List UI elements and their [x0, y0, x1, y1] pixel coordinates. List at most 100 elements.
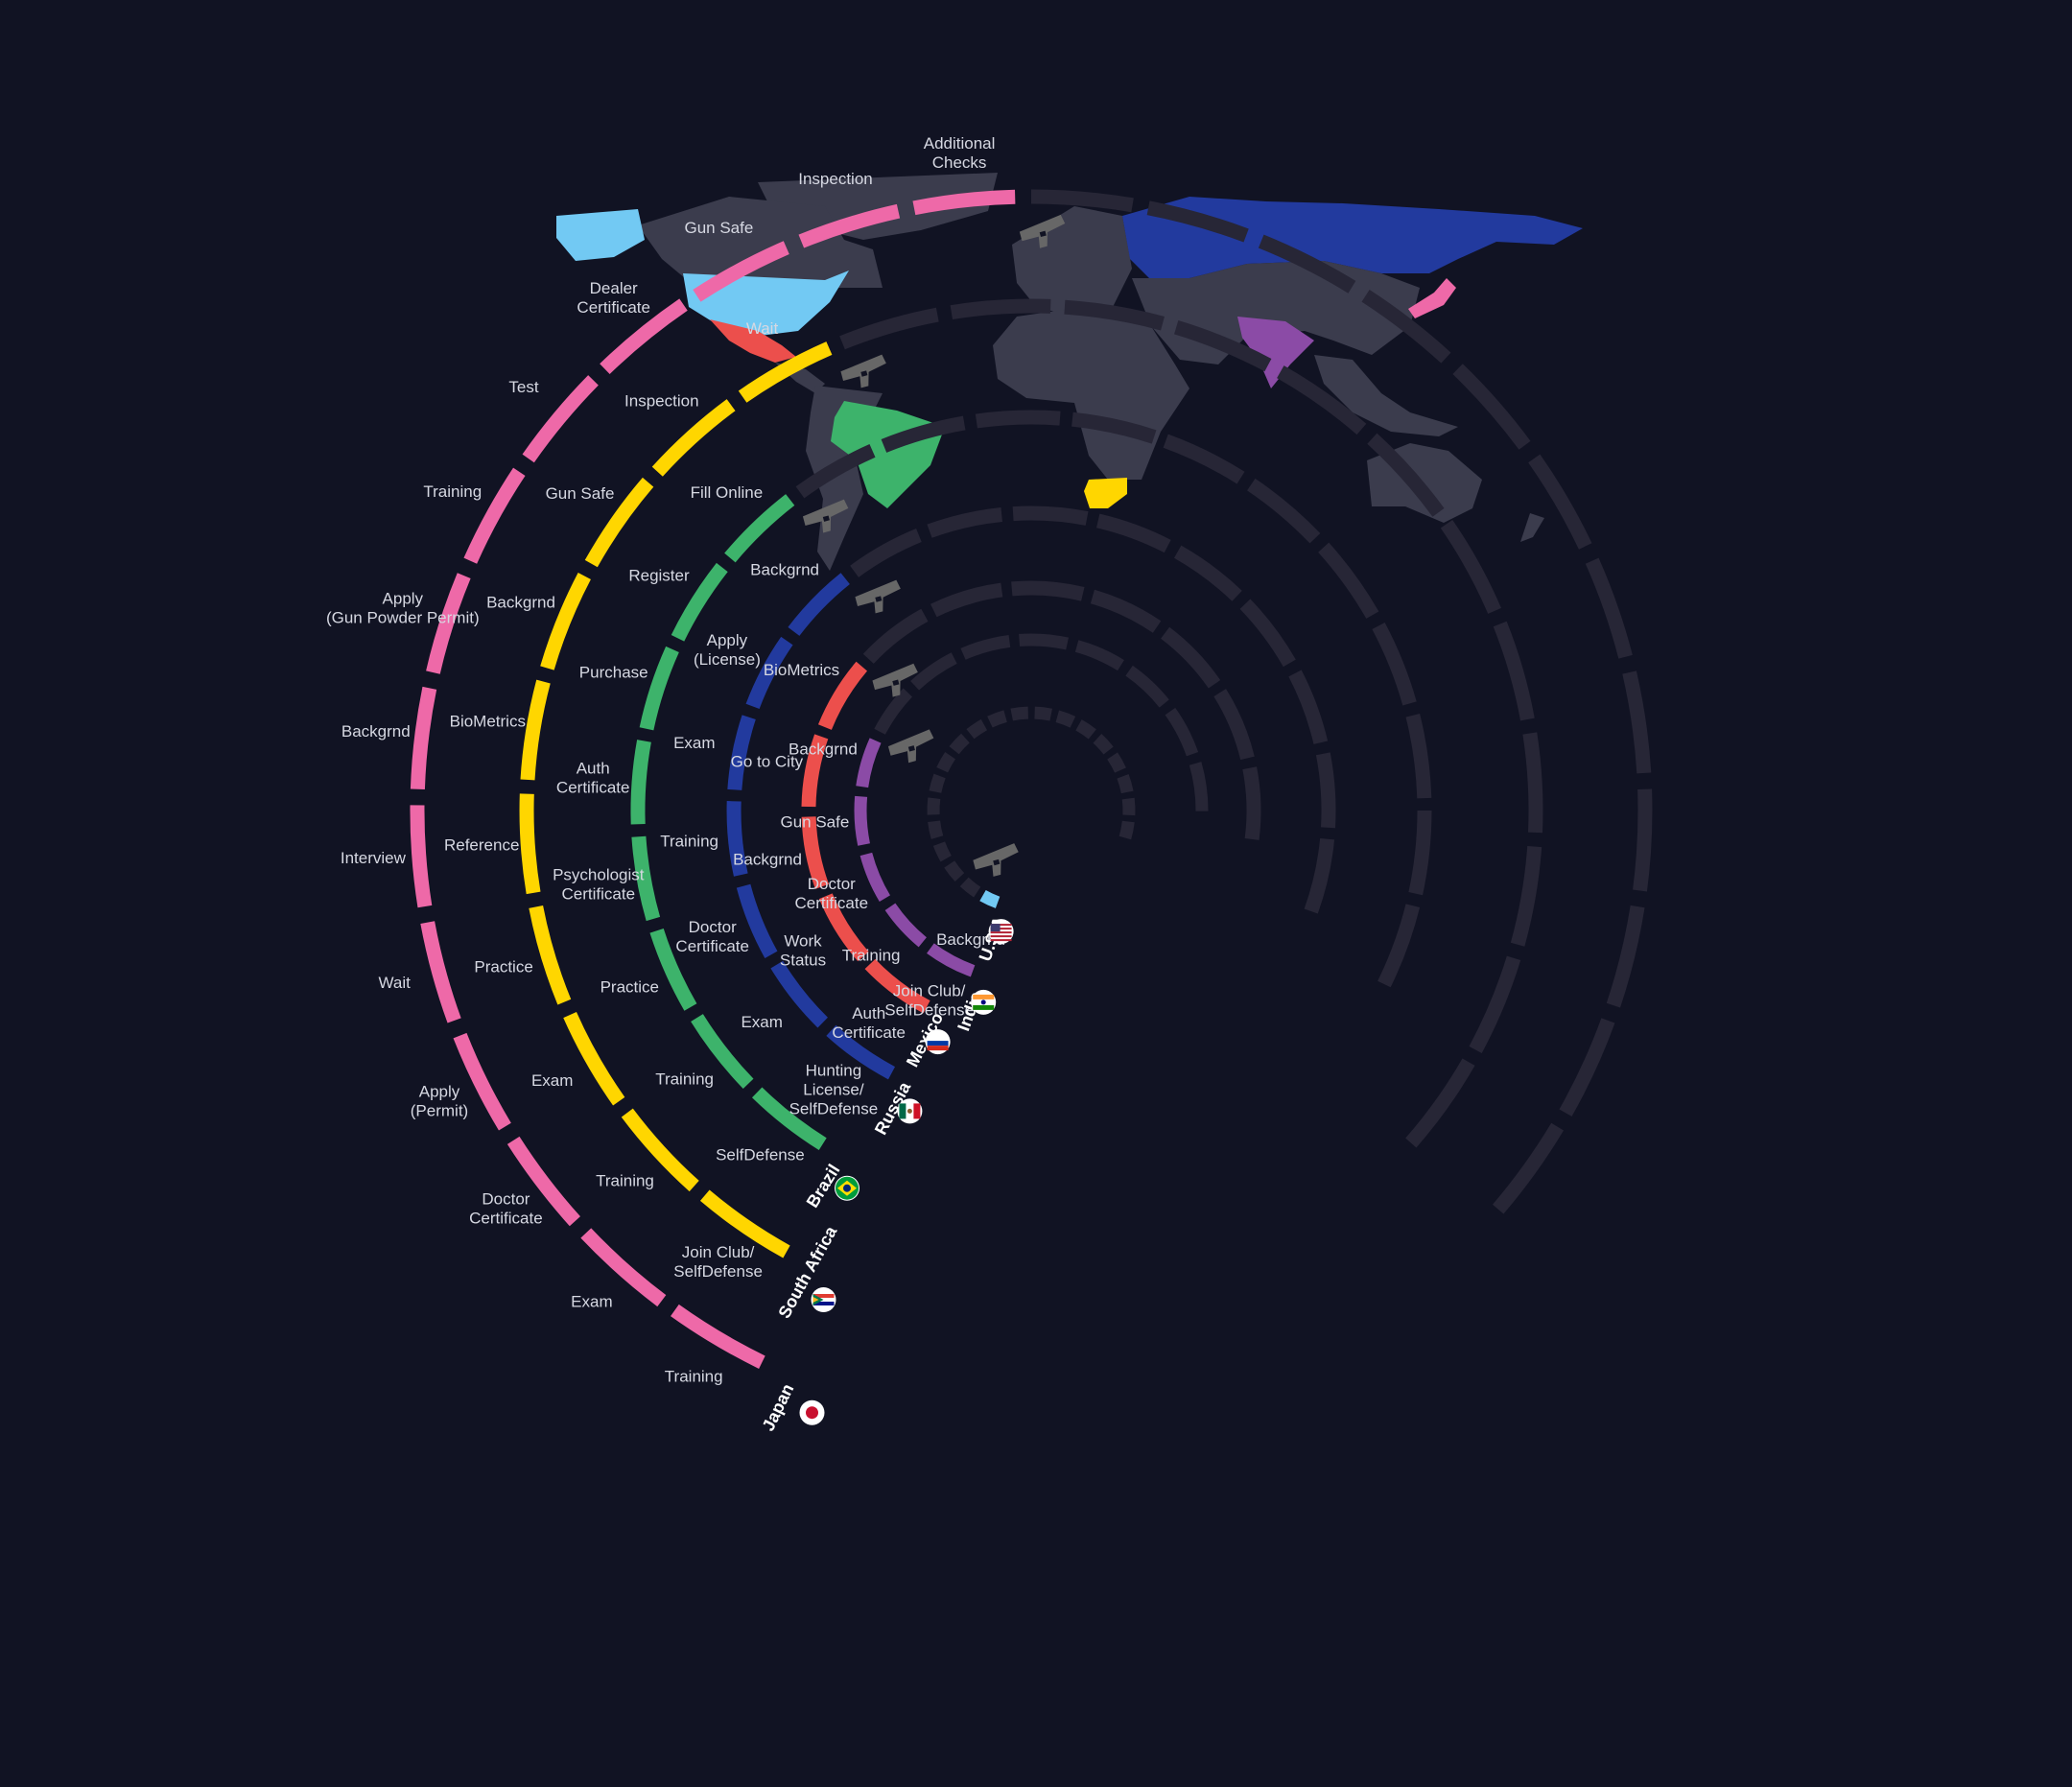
ring-segment-japan-13	[798, 203, 901, 248]
step-label-brazil-7: Register	[628, 567, 690, 585]
ring-segment-japan-9	[463, 467, 526, 564]
ring-segment-inactive-3-12	[1071, 411, 1157, 444]
step-label-brazil-3: Practice	[600, 978, 659, 997]
map-region-mexico	[710, 319, 796, 363]
step-label-mexico-4: Go to City	[731, 753, 804, 771]
ring-segment-russia-6	[745, 636, 793, 710]
step-label-russia-5: Exam	[673, 734, 715, 752]
russia-flag-icon	[925, 1029, 951, 1055]
ring-segment-inactive-5-10	[1160, 626, 1221, 689]
step-label-mexico-2: Work Status	[780, 932, 826, 970]
ring-segment-inactive-7-3	[944, 860, 965, 882]
ring-segment-inactive-3-16	[1372, 622, 1417, 706]
ring-segment-south-africa-8	[584, 477, 654, 568]
ring-segment-inactive-7-16	[1093, 734, 1114, 755]
step-label-russia-1: Hunting License/SelfDefense	[789, 1062, 879, 1118]
ring-segment-mexico-5	[817, 661, 868, 731]
ring-segment-india-4	[854, 795, 870, 846]
ring-segment-russia-3	[736, 883, 778, 958]
step-label-south-africa-1: Join Club/SelfDefense	[673, 1244, 763, 1281]
step-label-mexico-5: BioMetrics	[764, 661, 839, 679]
ring-segment-brazil-3	[649, 928, 697, 1011]
ring-segment-inactive-2-17	[1440, 520, 1501, 614]
ring-segment-inactive-3-17	[1405, 713, 1432, 799]
step-label-russia-7: Backgrnd	[750, 561, 819, 579]
step-label-brazil-6: Purchase	[579, 664, 648, 682]
ring-segment-inactive-6-7	[910, 652, 957, 691]
ring-segment-russia-2	[770, 960, 829, 1028]
step-label-japan-7: Backgrnd	[341, 723, 411, 741]
country-rings	[410, 189, 1653, 1369]
ring-segment-russia-7	[788, 573, 850, 636]
gun-icon	[838, 354, 891, 392]
ring-segment-inactive-2-20	[1510, 846, 1542, 947]
ring-segment-inactive-7-12	[1010, 706, 1029, 721]
india-flag-icon	[971, 989, 997, 1015]
mexico-flag-icon	[897, 1098, 923, 1124]
usa-flag-icon	[988, 919, 1014, 945]
ring-segment-u-s-a-1	[979, 889, 1001, 908]
ring-segment-south-africa-1	[699, 1189, 790, 1258]
ring-segment-inactive-4-16	[1304, 837, 1335, 914]
step-label-south-africa-8: Gun Safe	[546, 485, 615, 504]
step-label-japan-12: Gun Safe	[684, 219, 753, 237]
step-label-mexico-3: Backgrnd	[733, 851, 802, 869]
step-label-japan-2: Exam	[571, 1293, 612, 1311]
ring-segment-south-africa-9	[651, 399, 736, 477]
ring-segment-inactive-3-13	[1163, 434, 1245, 484]
step-label-south-africa-6: BioMetrics	[450, 713, 526, 731]
ring-segment-south-africa-5	[519, 793, 541, 895]
japan-flag-icon	[799, 1399, 825, 1425]
step-label-south-africa-9: Inspection	[624, 392, 699, 411]
map-region-south-africa	[1084, 478, 1127, 508]
ring-segment-japan-12	[693, 241, 789, 302]
south-africa-flag-icon	[811, 1287, 836, 1312]
map-region-india	[1237, 317, 1314, 388]
ring-segment-inactive-3-18	[1408, 810, 1432, 896]
ring-segment-inactive-1-24	[1606, 905, 1645, 1008]
step-label-japan-1: Training	[665, 1368, 723, 1386]
step-label-u-s-a-1: Backgrnd	[936, 931, 1005, 950]
ring-segment-inactive-4-13	[1239, 599, 1296, 668]
ring-segment-south-africa-4	[529, 905, 572, 1005]
ring-segment-russia-1	[826, 1024, 896, 1080]
ring-segment-inactive-1-23	[1633, 788, 1653, 892]
step-label-south-africa-10: Wait	[746, 320, 779, 339]
ring-segment-south-africa-2	[621, 1108, 699, 1192]
ring-segment-inactive-7-9	[949, 733, 970, 755]
ring-segment-inactive-1-26	[1492, 1122, 1565, 1214]
ring-segment-inactive-6-13	[1189, 762, 1209, 811]
ring-segment-mexico-4	[801, 734, 829, 808]
ring-segment-inactive-4-10	[1012, 506, 1089, 526]
ring-segment-inactive-3-9	[795, 444, 876, 499]
ring-segment-japan-6	[410, 805, 433, 908]
ring-segment-inactive-3-10	[881, 415, 966, 453]
ring-segment-south-africa-7	[540, 573, 591, 670]
ring-segment-inactive-7-6	[927, 797, 941, 815]
step-label-japan-6: Interview	[341, 849, 407, 867]
ring-segment-inactive-6-8	[960, 634, 1011, 660]
ring-segment-inactive-1-16	[1146, 200, 1249, 243]
ring-segment-japan-11	[600, 298, 688, 374]
ring-segment-brazil-8	[724, 494, 795, 563]
step-label-japan-8: Apply (Gun Powder Permit)	[326, 590, 480, 627]
step-label-mexico-1: Auth Certificate	[832, 1004, 906, 1042]
country-name-japan: Japan	[759, 1381, 798, 1435]
ring-segment-inactive-1-18	[1361, 290, 1451, 364]
ring-segment-inactive-7-18	[1117, 774, 1134, 794]
step-label-japan-4: Apply (Permit)	[411, 1083, 468, 1120]
step-label-india-2: Training	[842, 947, 901, 965]
ring-segment-inactive-2-21	[1469, 955, 1521, 1053]
ring-segment-inactive-3-11	[975, 410, 1061, 429]
map-region-japan	[1408, 278, 1456, 318]
ring-segment-inactive-1-22	[1622, 670, 1652, 774]
ring-segment-brazil-6	[639, 646, 679, 731]
ring-segment-brazil-2	[691, 1014, 754, 1090]
ring-segment-russia-5	[727, 715, 756, 791]
ring-segment-inactive-7-17	[1107, 752, 1126, 773]
step-label-russia-6: Apply (License)	[694, 631, 761, 669]
ring-segment-india-2	[884, 903, 928, 948]
gun-icon	[853, 579, 906, 618]
